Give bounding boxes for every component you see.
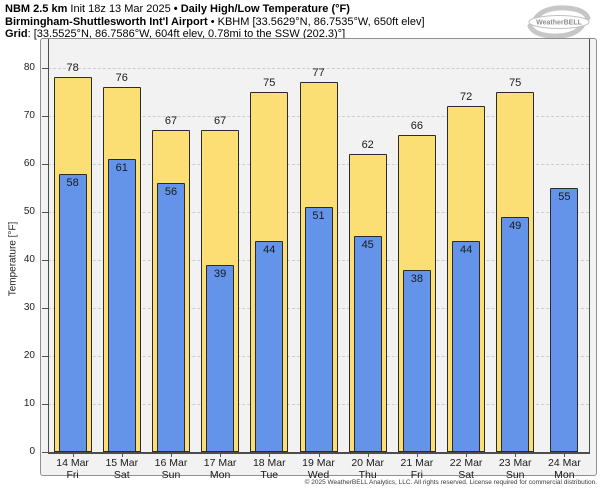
x-tick-mark <box>171 453 172 457</box>
y-tick-mark-20 <box>42 355 48 357</box>
low-bar <box>107 159 136 452</box>
high-value-label: 67 <box>164 115 178 128</box>
y-axis-label: Temperature [°F] <box>7 221 19 297</box>
y-tick-label-50: 50 <box>23 205 35 217</box>
x-tick-label: 22 Mar Sat <box>449 457 483 481</box>
y-tick-label-40: 40 <box>23 253 35 265</box>
x-tick-label: 16 Mar Sun <box>154 457 188 481</box>
header-line-3: Grid: [33.5525°N, 86.7586°W, 604ft elev,… <box>5 28 425 41</box>
low-value-label: 45 <box>361 238 374 251</box>
high-value-label: 72 <box>459 91 473 104</box>
low-value-label: 39 <box>213 267 227 280</box>
x-tick-label: 21 Mar Fri <box>400 457 434 481</box>
low-value-label: 61 <box>115 162 128 175</box>
high-value-label: 77 <box>312 67 325 80</box>
x-tick-label: 15 Mar Sat <box>105 457 139 481</box>
low-bar <box>206 264 235 452</box>
x-tick-label: 17 Mar Mon <box>203 457 237 481</box>
high-value-label: 75 <box>509 76 522 89</box>
low-bar <box>157 183 185 452</box>
low-value-label: 51 <box>312 210 325 223</box>
x-tick-label: 19 Mar Wed <box>302 457 335 481</box>
low-value-label: 55 <box>558 190 571 203</box>
gridline-80 <box>48 67 589 69</box>
x-tick-mark <box>121 453 123 457</box>
y-tick-mark-70 <box>42 115 48 117</box>
y-axis-spine-right <box>589 39 590 452</box>
low-bar <box>452 240 480 452</box>
model-name: NBM 2.5 km <box>5 3 68 15</box>
low-value-label: 44 <box>459 243 473 256</box>
low-bar <box>304 207 333 452</box>
high-value-label: 76 <box>115 72 128 84</box>
x-axis-baseline <box>48 452 590 454</box>
y-tick-mark-60 <box>42 163 48 165</box>
header-line-1: NBM 2.5 km Init 18z 13 Mar 2025 • Daily … <box>5 3 425 16</box>
hurricane-swirl-icon: WeatherBELL <box>527 5 591 39</box>
grid-label: Grid <box>5 28 28 40</box>
x-tick-mark <box>269 453 271 457</box>
y-tick-label-70: 70 <box>23 109 35 121</box>
low-value-label: 38 <box>410 272 424 285</box>
x-tick-mark <box>318 453 320 457</box>
chart-header: NBM 2.5 km Init 18z 13 Mar 2025 • Daily … <box>5 3 425 41</box>
low-value-label: 56 <box>164 186 178 199</box>
high-value-label: 66 <box>410 120 424 132</box>
y-tick-label-20: 20 <box>23 349 35 361</box>
low-bar <box>255 240 284 452</box>
x-tick-label: 23 Mar Sun <box>498 457 532 481</box>
x-tick-mark <box>416 453 418 457</box>
x-tick-label: 20 Mar Thu <box>351 457 385 481</box>
low-bar <box>402 269 431 452</box>
y-tick-label-80: 80 <box>23 61 35 73</box>
y-tick-mark-10 <box>42 403 48 405</box>
low-value-label: 44 <box>263 243 276 256</box>
weatherbell-logo: WeatherBELL <box>524 5 594 39</box>
low-bar <box>58 173 87 452</box>
x-tick-mark <box>72 453 74 457</box>
y-tick-label-0: 0 <box>29 446 35 457</box>
y-tick-label-30: 30 <box>23 301 35 313</box>
x-tick-mark <box>515 453 517 457</box>
x-tick-label: 18 Mar Tue <box>252 457 286 481</box>
y-tick-mark-50 <box>42 211 48 213</box>
station-meta: • KBHM [33.5629°N, 86.7535°W, 650ft elev… <box>210 15 425 28</box>
high-value-label: 75 <box>263 76 276 89</box>
y-tick-label-10: 10 <box>23 397 35 409</box>
x-tick-mark <box>367 453 369 457</box>
logo-brand-text: WeatherBELL <box>536 20 582 27</box>
x-tick-mark <box>564 453 566 457</box>
low-value-label: 58 <box>66 176 79 189</box>
station-name: Birmingham-Shuttlesworth Int'l Airport <box>5 15 208 28</box>
high-value-label: 67 <box>213 115 227 128</box>
x-tick-label: 24 Mar Mon <box>548 457 581 481</box>
product-title: • Daily High/Low Temperature (°F) <box>173 3 350 15</box>
x-tick-label: 14 Mar Fri <box>56 457 89 481</box>
x-tick-mark <box>220 453 222 457</box>
low-bar <box>501 216 530 452</box>
high-value-label: 62 <box>361 139 374 152</box>
low-bar <box>550 187 579 452</box>
y-tick-label-60: 60 <box>23 157 35 169</box>
x-tick-mark <box>466 453 467 457</box>
low-bar <box>353 235 382 452</box>
y-axis-spine-left <box>48 39 49 452</box>
chart-panel: 0 10 20 30 40 50 60 70 80 78 58 14 Mar Fri 76 61 15 Ma… <box>24 38 597 480</box>
low-value-label: 49 <box>509 219 522 232</box>
y-tick-mark-0 <box>42 452 48 453</box>
header-line-2: Birmingham-Shuttlesworth Int'l Airport •… <box>5 16 425 29</box>
init-time: Init 18z 13 Mar 2025 <box>70 3 171 15</box>
y-tick-mark-80 <box>42 67 48 69</box>
y-tick-mark-30 <box>42 307 48 309</box>
copyright-footer: © 2025 WeatherBELL Analytics, LLC. All r… <box>304 479 597 486</box>
grid-meta: : [33.5525°N, 86.7586°W, 604ft elev, 0.7… <box>27 28 346 40</box>
y-tick-mark-40 <box>42 259 48 261</box>
high-value-label: 78 <box>66 62 79 75</box>
